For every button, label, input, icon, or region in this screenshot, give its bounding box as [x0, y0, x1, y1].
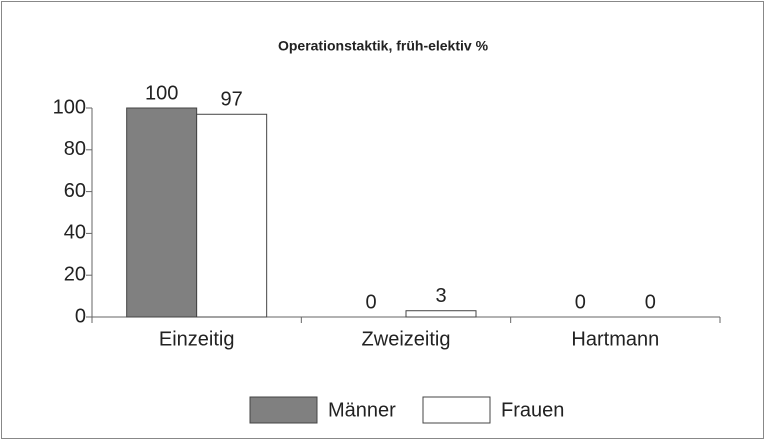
- value-label: 100: [145, 82, 178, 104]
- y-tick-label: 80: [64, 138, 86, 160]
- legend-label: Männer: [328, 399, 396, 421]
- bar: [405, 310, 477, 318]
- legend-swatch: [422, 396, 491, 424]
- value-label: 0: [645, 291, 656, 313]
- x-tick-label: Zweizeitig: [362, 328, 451, 350]
- y-tick-label: 0: [75, 305, 86, 327]
- x-tick-label: Hartmann: [571, 328, 659, 350]
- legend-label: Frauen: [501, 399, 564, 421]
- value-label: 0: [575, 291, 586, 313]
- legend-swatch: [249, 396, 318, 424]
- y-tick-label: 100: [53, 96, 86, 118]
- y-tick-label: 60: [64, 180, 86, 202]
- value-label: 3: [435, 285, 446, 307]
- chart-title: Operationstaktik, früh-elektiv %: [278, 38, 489, 54]
- bar: [126, 107, 198, 318]
- y-tick-label: 40: [64, 222, 86, 244]
- value-label: 97: [221, 89, 243, 111]
- y-tick-label: 20: [64, 263, 86, 285]
- x-tick-label: Einzeitig: [159, 328, 235, 350]
- value-label: 0: [365, 291, 376, 313]
- bar: [196, 113, 268, 318]
